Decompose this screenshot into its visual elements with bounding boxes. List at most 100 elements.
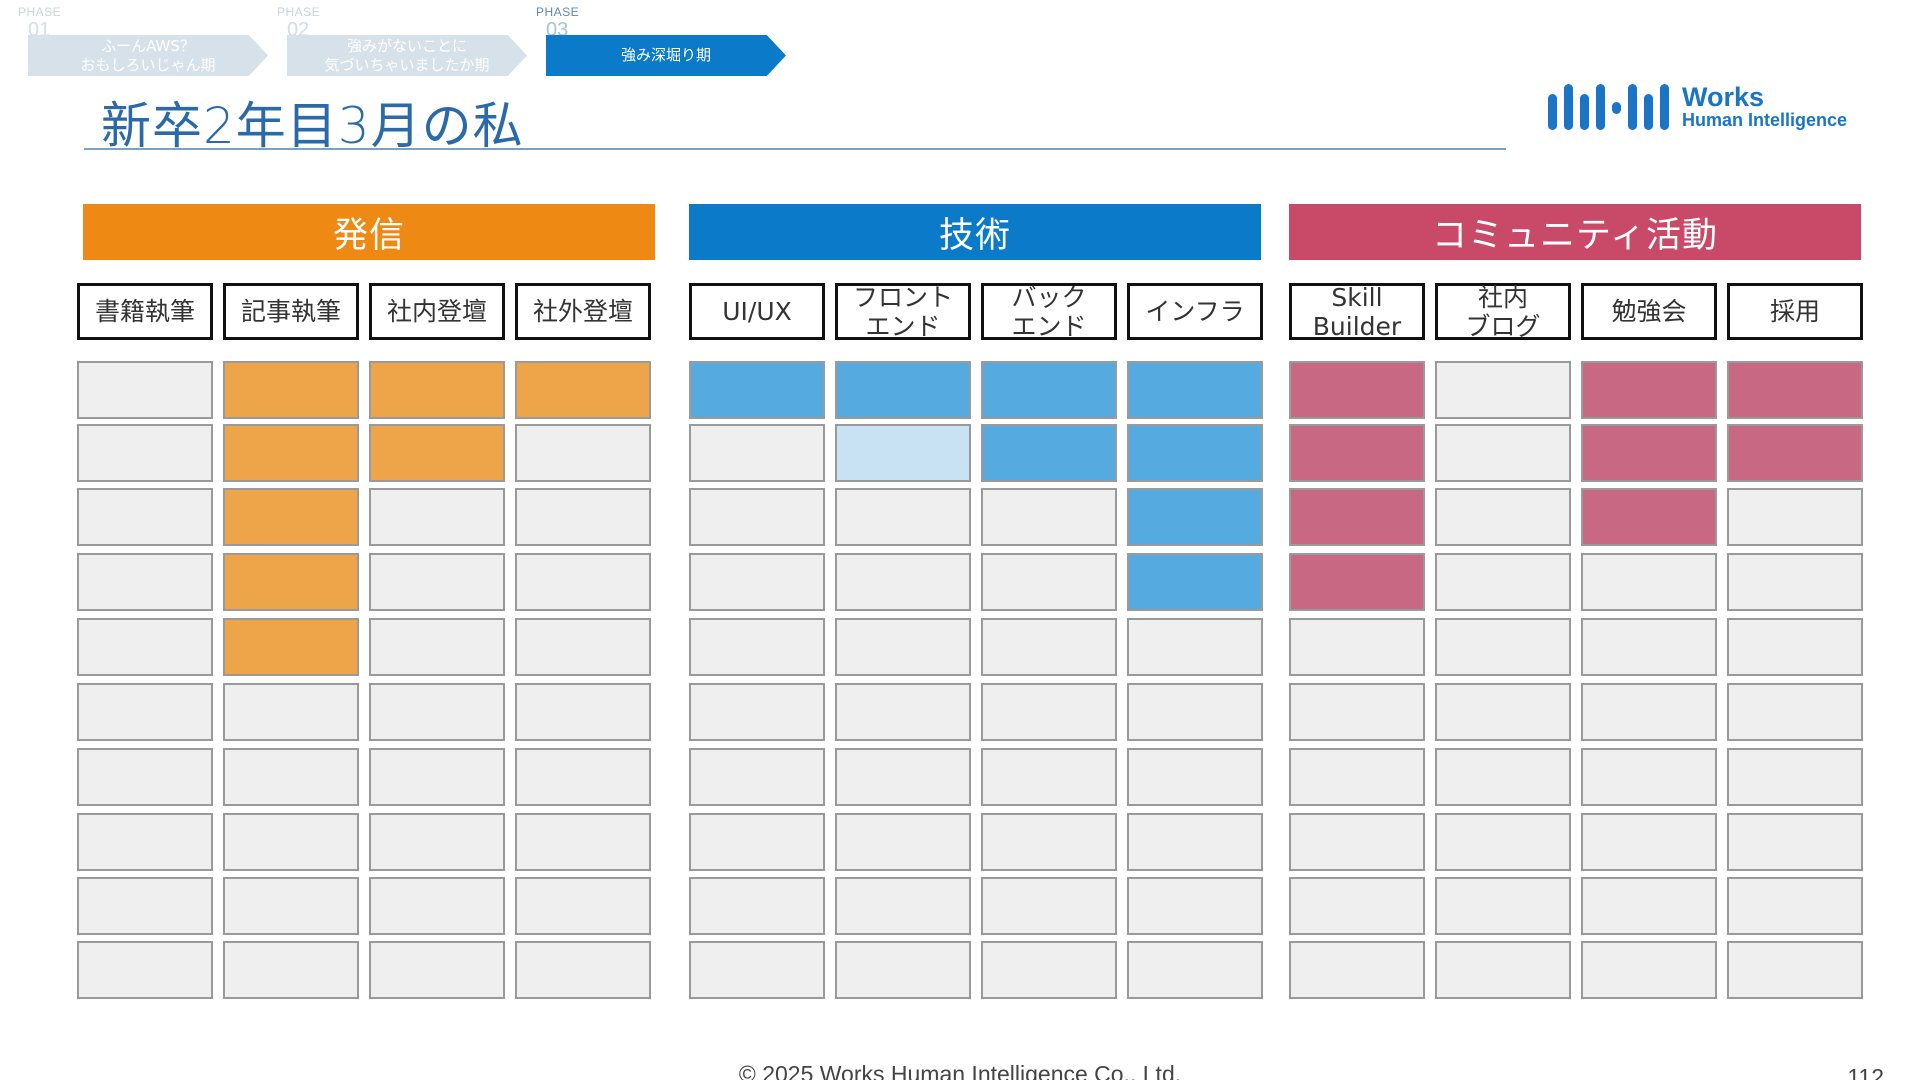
level-cell [981, 748, 1117, 806]
level-cell [1727, 813, 1863, 871]
level-cell [1435, 553, 1571, 611]
level-cell [689, 618, 825, 676]
level-cell [369, 553, 505, 611]
level-cell [1435, 488, 1571, 546]
level-cell [223, 877, 359, 935]
level-cell [77, 941, 213, 999]
level-cell [1127, 488, 1263, 546]
level-cell [223, 618, 359, 676]
level-cell [981, 361, 1117, 419]
level-cell [1727, 618, 1863, 676]
level-cell [515, 488, 651, 546]
column-header: UI/UX [689, 283, 825, 340]
phase-label: 強み深堀り期 [546, 35, 786, 76]
level-cell [981, 553, 1117, 611]
level-cell [77, 424, 213, 482]
level-cell [1289, 424, 1425, 482]
level-cell [77, 361, 213, 419]
level-cell [981, 941, 1117, 999]
level-cell [1435, 683, 1571, 741]
level-cell [1127, 361, 1263, 419]
column-header: インフラ [1127, 283, 1263, 340]
level-cell [1127, 424, 1263, 482]
level-cell [1727, 877, 1863, 935]
level-cell [1127, 618, 1263, 676]
level-cell [77, 683, 213, 741]
level-cell [1289, 683, 1425, 741]
level-cell [515, 813, 651, 871]
level-cell [689, 553, 825, 611]
level-cell [1581, 488, 1717, 546]
level-cell [1435, 361, 1571, 419]
level-cell [835, 488, 971, 546]
level-cell [981, 618, 1117, 676]
phase-label: ふーんAWS？ おもしろいじゃん期 [28, 35, 268, 76]
category-header-gijutsu: 技術 [689, 204, 1261, 260]
level-cell [1435, 748, 1571, 806]
column-header: 勉強会 [1581, 283, 1717, 340]
logo-mark-icon [1548, 84, 1669, 130]
phase-tag: PHASE [536, 5, 580, 19]
level-cell [369, 877, 505, 935]
level-cell [223, 553, 359, 611]
level-cell [1127, 553, 1263, 611]
level-cell [835, 618, 971, 676]
title-divider [84, 148, 1506, 150]
level-cell [835, 877, 971, 935]
level-cell [689, 683, 825, 741]
level-cell [981, 877, 1117, 935]
level-cell [835, 813, 971, 871]
level-cell [1289, 553, 1425, 611]
level-cell [1127, 748, 1263, 806]
level-cell [223, 361, 359, 419]
level-cell [1581, 877, 1717, 935]
level-cell [223, 748, 359, 806]
level-cell [369, 361, 505, 419]
level-cell [515, 361, 651, 419]
level-cell [1289, 488, 1425, 546]
phase-tag: PHASE [277, 5, 321, 19]
level-cell [77, 877, 213, 935]
level-cell [369, 813, 505, 871]
level-cell [835, 553, 971, 611]
level-cell [515, 748, 651, 806]
company-logo: Works Human Intelligence [1548, 82, 1863, 132]
level-cell [689, 488, 825, 546]
level-cell [689, 941, 825, 999]
level-cell [1435, 618, 1571, 676]
level-cell [835, 748, 971, 806]
column-header: バック エンド [981, 283, 1117, 341]
phase-tag: PHASE [18, 5, 62, 19]
level-cell [689, 877, 825, 935]
level-cell [1127, 941, 1263, 999]
level-cell [369, 683, 505, 741]
level-cell [1727, 683, 1863, 741]
column-header: 書籍執筆 [77, 283, 213, 340]
level-cell [1289, 877, 1425, 935]
level-cell [1581, 941, 1717, 999]
level-cell [223, 488, 359, 546]
logo-word-works: Works [1682, 82, 1765, 112]
level-cell [1289, 813, 1425, 871]
level-cell [1727, 424, 1863, 482]
column-header: 採用 [1727, 283, 1863, 340]
level-cell [77, 748, 213, 806]
level-cell [1289, 748, 1425, 806]
level-cell [1435, 941, 1571, 999]
level-cell [1127, 683, 1263, 741]
level-cell [1581, 618, 1717, 676]
column-header: 社内 ブログ [1435, 283, 1571, 341]
phase-label: 強みがないことに 気づいちゃいましたか期 [287, 35, 527, 76]
level-cell [369, 748, 505, 806]
level-cell [981, 813, 1117, 871]
level-cell [689, 813, 825, 871]
level-cell [1581, 748, 1717, 806]
level-cell [223, 683, 359, 741]
level-cell [1727, 941, 1863, 999]
level-cell [835, 683, 971, 741]
level-cell [689, 748, 825, 806]
level-cell [77, 553, 213, 611]
level-cell [835, 424, 971, 482]
level-cell [1435, 424, 1571, 482]
level-cell [515, 941, 651, 999]
